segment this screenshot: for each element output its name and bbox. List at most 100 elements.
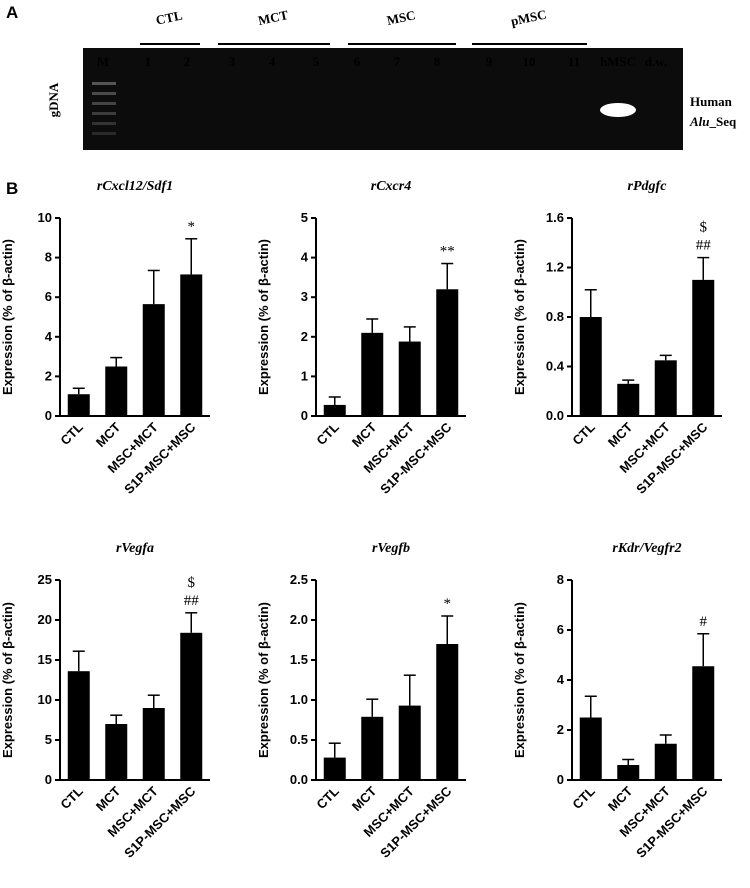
y-tick-label: 2.5	[290, 572, 308, 587]
bar	[67, 671, 90, 780]
significance-label: *	[444, 596, 452, 612]
chart-title: rKdr/Vegfr2	[612, 541, 681, 556]
lane-label: 1	[145, 54, 152, 69]
x-tick-label: CTL	[569, 419, 598, 448]
gel-right-label: Human	[690, 94, 733, 109]
group-label: MSC	[385, 7, 416, 28]
lane-label: hMSC	[600, 54, 636, 69]
y-tick-label: 0	[45, 772, 52, 787]
bar	[142, 708, 165, 780]
significance-label: #	[700, 614, 708, 630]
y-tick-label: 10	[38, 210, 52, 225]
bar	[361, 716, 384, 780]
bar	[654, 743, 677, 780]
y-tick-label: 1.0	[290, 692, 308, 707]
y-tick-label: 4	[301, 250, 309, 265]
ladder	[92, 82, 116, 135]
x-tick-label: CTL	[313, 419, 342, 448]
bar	[692, 279, 715, 416]
group-label: pMSC	[509, 7, 547, 29]
y-axis-label: Expression (% of β-actin)	[512, 602, 527, 758]
lane-label: M	[97, 54, 109, 69]
chart-title: rPdgfc	[628, 179, 668, 194]
chart: rCxcr4 Expression (% of β-actin) 0 1 2 3 4 5 CTL…	[256, 179, 466, 497]
y-tick-label: 2	[45, 368, 52, 383]
gel-right-label: Alu_Seq	[689, 114, 737, 129]
x-tick-label: CTL	[57, 419, 86, 448]
bar	[180, 274, 203, 416]
bar	[105, 724, 128, 780]
gel-right-label-part: Alu	[689, 114, 710, 129]
y-tick-label: 0.4	[546, 359, 565, 374]
y-tick-label: 8	[557, 572, 564, 587]
y-tick-label: 1.6	[546, 210, 564, 225]
lane-label: 9	[486, 54, 493, 69]
y-tick-label: 15	[38, 652, 52, 667]
lane-label: 7	[394, 54, 401, 69]
significance-label: $	[188, 575, 196, 591]
chart: rVegfa Expression (% of β-actin) 0 5 10 15 20 2…	[0, 541, 210, 861]
panel-label: A	[6, 3, 18, 22]
bar	[180, 632, 203, 780]
significance-label: ##	[696, 238, 712, 254]
y-tick-label: 6	[557, 622, 564, 637]
chart-title: rCxcr4	[371, 179, 411, 194]
x-tick-label: MCT	[349, 783, 380, 814]
bar	[398, 705, 421, 780]
y-tick-label: 0	[45, 408, 52, 423]
lane-label: 3	[229, 54, 236, 69]
chart-title: rVegfa	[116, 541, 154, 556]
significance-label: *	[188, 219, 196, 235]
y-tick-label: 2	[301, 329, 308, 344]
y-axis-label: Expression (% of β-actin)	[0, 239, 15, 395]
y-axis-label: Expression (% of β-actin)	[256, 602, 271, 758]
chart: rPdgfc Expression (% of β-actin) 0.0 0.4 0.8…	[512, 179, 722, 497]
bar	[361, 332, 384, 416]
y-tick-label: 8	[45, 250, 52, 265]
bar	[105, 366, 128, 416]
y-tick-label: 10	[38, 692, 52, 707]
bar	[323, 404, 346, 416]
lane-label: 2	[184, 54, 191, 69]
y-tick-label: 4	[557, 672, 565, 687]
bar	[654, 360, 677, 416]
y-tick-label: 3	[301, 289, 308, 304]
y-tick-label: 1.5	[290, 652, 308, 667]
y-axis-label: Expression (% of β-actin)	[512, 239, 527, 395]
y-tick-label: 1	[301, 368, 308, 383]
chart-title: rCxcl12/Sdf1	[97, 179, 173, 194]
bar	[67, 394, 90, 416]
x-tick-label: CTL	[569, 783, 598, 812]
y-tick-label: 0	[557, 772, 564, 787]
gel-right-label-part: _Seq	[709, 114, 738, 129]
bar	[323, 757, 346, 780]
lane-label: 4	[269, 54, 276, 69]
chart: rKdr/Vegfr2 Expression (% of β-actin) 0 2 4 6…	[512, 541, 722, 861]
chart: rVegfb Expression (% of β-actin) 0.0 0.5 1.0…	[256, 541, 466, 861]
y-tick-label: 4	[45, 329, 53, 344]
x-tick-label: CTL	[313, 783, 342, 812]
y-tick-label: 0.8	[546, 309, 564, 324]
y-tick-label: 5	[45, 732, 52, 747]
lane-label: 5	[313, 54, 320, 69]
y-tick-label: 5	[301, 210, 308, 225]
y-tick-label: 0.0	[290, 772, 308, 787]
lane-label: 6	[354, 54, 361, 69]
y-tick-label: 20	[38, 612, 52, 627]
bar	[617, 383, 640, 416]
x-tick-label: MCT	[605, 419, 636, 450]
x-tick-label: MCT	[349, 419, 380, 450]
gel-side-label: gDNA	[46, 82, 61, 117]
bar	[436, 289, 459, 416]
y-tick-label: 6	[45, 289, 52, 304]
bar	[692, 666, 715, 780]
chart: rCxcl12/Sdf1 Expression (% of β-actin) 0 2 4…	[0, 179, 210, 497]
y-tick-label: 0	[301, 408, 308, 423]
bar	[617, 765, 640, 780]
bar	[436, 644, 459, 780]
bar	[579, 317, 602, 416]
bar	[579, 717, 602, 780]
y-tick-label: 2	[557, 722, 564, 737]
y-tick-label: 1.2	[546, 260, 564, 275]
